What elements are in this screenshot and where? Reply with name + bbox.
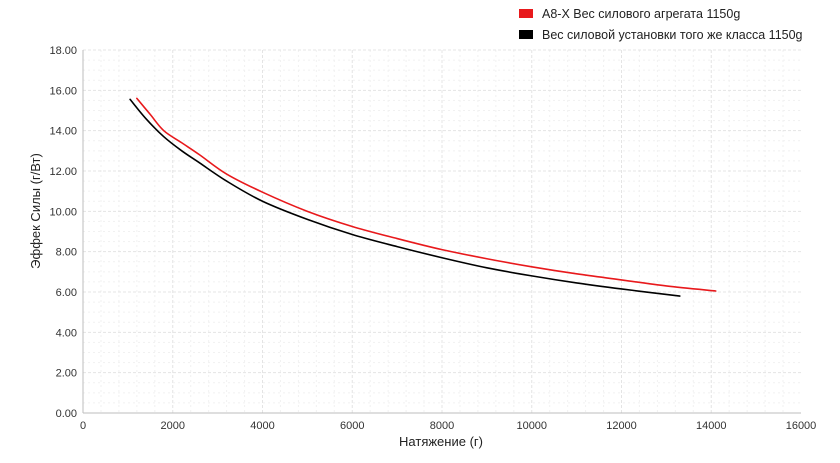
tick-labels: 0 2000 4000 6000 8000 10000 12000 14000 16000 0.0… (49, 45, 816, 432)
y-tick-label: 2.00 (56, 368, 77, 380)
x-tick-label: 8000 (430, 420, 454, 432)
series-line-1 (136, 97, 717, 292)
legend-swatch-series-2 (519, 30, 533, 39)
series-line-2 (129, 98, 681, 297)
x-tick-label: 14000 (696, 420, 727, 432)
y-tick-label: 6.00 (56, 287, 77, 299)
y-axis-title: Эффек Силы (г/Вт) (28, 153, 43, 269)
y-tick-label: 18.00 (49, 45, 77, 57)
y-tick-label: 4.00 (56, 327, 77, 339)
axis-layer (82, 50, 801, 414)
x-tick-label: 0 (80, 420, 86, 432)
y-tick-label: 8.00 (56, 247, 77, 259)
series-layer (129, 97, 717, 297)
x-tick-label: 6000 (340, 420, 364, 432)
x-tick-label: 10000 (516, 420, 547, 432)
x-tick-label: 4000 (250, 420, 274, 432)
legend-swatch-series-1 (519, 9, 533, 18)
y-tick-label: 0.00 (56, 408, 77, 420)
legend-item-series-1[interactable]: A8-X Вес силового агрегата 1150g (519, 3, 803, 24)
y-tick-label: 14.00 (49, 126, 77, 138)
x-axis-title: Натяжение (г) (399, 434, 483, 449)
y-tick-label: 16.00 (49, 85, 77, 97)
legend-item-series-2[interactable]: Вес силовой установки того же класса 115… (519, 24, 803, 45)
legend-label-series-1: A8-X Вес силового агрегата 1150g (542, 6, 741, 21)
x-tick-label: 12000 (606, 420, 637, 432)
legend-label-series-2: Вес силовой установки того же класса 115… (542, 27, 803, 42)
legend: A8-X Вес силового агрегата 1150g Вес сил… (519, 3, 803, 45)
x-tick-label: 16000 (786, 420, 817, 432)
grid-layer (83, 49, 801, 413)
y-tick-label: 10.00 (49, 206, 77, 218)
x-tick-label: 2000 (161, 420, 185, 432)
y-tick-label: 12.00 (49, 166, 77, 178)
